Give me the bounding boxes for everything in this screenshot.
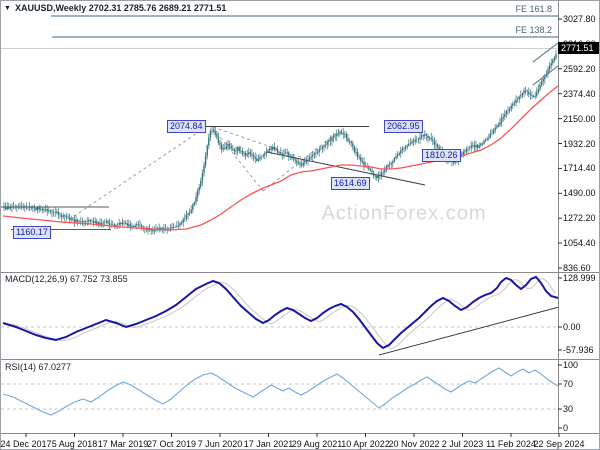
rsi-axis-tick: 70 [563, 379, 574, 389]
price-marker-label: 1810.26 [422, 149, 461, 162]
date-axis-label: 20 Nov 2022 [388, 439, 440, 449]
price-axis-tick: 3027.80 [563, 14, 596, 24]
price-marker-label: 2074.84 [167, 120, 206, 133]
symbol-title-bar[interactable]: ▼ XAUUSD,Weekly 2702.31 2785.76 2689.21 … [4, 3, 226, 13]
price-marker-label: 2062.95 [384, 120, 423, 133]
price-axis-tick: 836.60 [563, 263, 591, 273]
price-axis-tick: 1054.40 [563, 238, 596, 249]
date-axis-label: 27 Oct 2019 [146, 439, 197, 449]
date-axis-label: 17 Jan 2021 [243, 439, 294, 449]
current-price-tag: 2771.51 [558, 42, 599, 54]
watermark: ActionForex.com [321, 202, 487, 225]
price-axis-tick: 1490.00 [563, 188, 596, 199]
rsi-axis-tick: 100 [563, 360, 579, 370]
fib-extension-label: FE 161.8 [515, 4, 552, 14]
macd-axis-tick: 0.00 [563, 322, 581, 332]
price-axis-tick: 1932.20 [563, 138, 596, 149]
macd-indicator-label: MACD(12,26,9) 67.752 73.855 [5, 274, 128, 284]
date-axis-label: 11 Feb 2024 [486, 439, 536, 449]
price-marker-label: 1614.69 [331, 177, 370, 190]
price-axis-tick: 1272.20 [563, 213, 596, 224]
date-axis-label: 22 Sep 2024 [533, 439, 585, 449]
price-axis-tick: 2374.40 [563, 88, 596, 99]
macd-axis-tick: 128.999 [563, 273, 596, 283]
date-axis-label: 10 Apr 2022 [341, 439, 390, 449]
date-axis-label: 29 Aug 2021 [291, 439, 343, 449]
rsi-indicator-label: RSI(14) 67.0277 [5, 362, 72, 372]
date-axis-label: 7 Jun 2020 [197, 439, 243, 449]
fib-extension-label: FE 138.2 [515, 25, 552, 35]
price-axis-tick: 2150.00 [563, 113, 596, 124]
date-axis-label: 5 Aug 2018 [51, 439, 98, 449]
price-axis-tick: 1714.40 [563, 163, 596, 174]
chevron-down-icon[interactable]: ▼ [4, 4, 11, 12]
price-marker-label: 1160.17 [13, 226, 51, 239]
price-axis-tick: 2592.20 [563, 63, 596, 74]
rsi-axis-tick: 0 [563, 423, 569, 433]
date-axis-label: 2 Jul 2023 [441, 439, 484, 449]
date-axis-label: 17 Mar 2019 [97, 439, 149, 449]
rsi-axis-tick: 30 [563, 404, 574, 414]
symbol-ohlc-text: XAUUSD,Weekly 2702.31 2785.76 2689.21 27… [14, 3, 227, 13]
macd-axis-tick: -57.936 [563, 345, 594, 355]
date-axis-label: 24 Dec 2017 [0, 439, 52, 449]
